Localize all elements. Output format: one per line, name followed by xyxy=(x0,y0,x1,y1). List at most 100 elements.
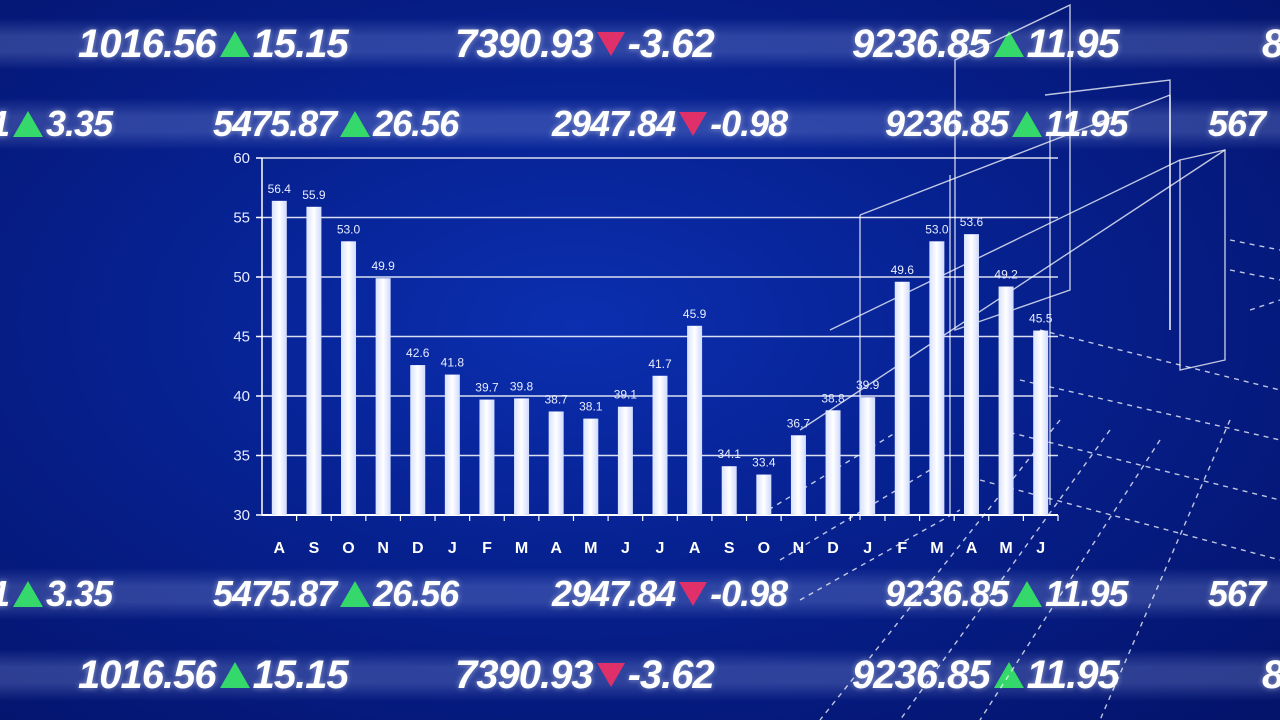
up-arrow-icon xyxy=(993,662,1024,688)
bar-value-label: 33.4 xyxy=(752,456,776,470)
x-tick-label: M xyxy=(999,540,1012,557)
bar-value-label: 34.1 xyxy=(718,447,742,461)
bar-value-label: 53.0 xyxy=(337,222,361,236)
y-tick-label: 35 xyxy=(233,448,250,465)
bar xyxy=(271,200,287,515)
bar-value-label: 39.1 xyxy=(614,388,638,402)
ticker-price: 7390.93 xyxy=(455,652,594,697)
ticker-change: -3.62 xyxy=(627,21,715,66)
ticker-change: 3.35 xyxy=(46,103,113,144)
x-tick-label: J xyxy=(448,540,457,557)
x-tick-label: A xyxy=(274,540,286,557)
ticker-price: 8 xyxy=(1262,653,1280,698)
bar-value-label: 41.8 xyxy=(441,356,465,370)
ticker-quote: 8 xyxy=(1262,649,1280,701)
x-tick-label: S xyxy=(724,540,735,557)
down-arrow-icon xyxy=(596,663,625,687)
x-tick-label: J xyxy=(863,540,872,557)
ticker-quote: 2947.84 -0.98 xyxy=(552,568,788,620)
bar xyxy=(756,474,772,515)
up-arrow-icon xyxy=(1012,581,1043,607)
bar xyxy=(444,374,460,515)
perspective-grid-decoration xyxy=(759,3,1280,720)
ticker-price: 9236.85 xyxy=(852,21,991,66)
bar-value-label: 38.1 xyxy=(579,400,603,414)
ticker-price: 8 xyxy=(1262,22,1280,67)
ticker-price: 2947.84 xyxy=(552,103,676,144)
ticker-change: 3.35 xyxy=(46,573,113,614)
ticker-price: 2947.84 xyxy=(552,573,676,614)
x-tick-label: A xyxy=(689,540,701,557)
ticker-change: 15.15 xyxy=(252,21,349,66)
bar xyxy=(341,241,357,516)
ticker-quote: 8 xyxy=(1262,18,1280,70)
down-arrow-icon xyxy=(596,32,625,56)
ticker-quote: 5475.87 26.56 xyxy=(213,568,459,620)
bar-value-label: 49.2 xyxy=(994,268,1018,282)
bar-value-label: 53.0 xyxy=(925,222,949,236)
x-tick-label: D xyxy=(827,540,839,557)
bar xyxy=(306,206,322,516)
bar-value-label: 45.9 xyxy=(683,307,707,321)
bar-value-labels: 56.4 55.9 53.0 49.9 42.6 41.8 39.7 39.8 38.7 38.1… xyxy=(268,182,1053,470)
bar-value-label: 56.4 xyxy=(268,182,292,196)
ticker-quote: 567 xyxy=(1208,98,1266,150)
ticker-quote: 13.35 xyxy=(0,98,113,150)
y-tick-label: 45 xyxy=(233,329,250,346)
up-arrow-icon xyxy=(1012,111,1043,137)
ticker-quote: 13.35 xyxy=(0,568,113,620)
ticker-price: 9236.85 xyxy=(885,103,1009,144)
bar xyxy=(825,410,841,515)
ticker-change: 11.95 xyxy=(1026,652,1120,697)
bar-series xyxy=(271,200,1049,516)
bar-value-label: 41.7 xyxy=(648,357,672,371)
bar-value-label: 39.8 xyxy=(510,379,534,393)
x-tick-label: J xyxy=(621,540,630,557)
bar xyxy=(963,234,979,515)
bar xyxy=(790,435,806,515)
x-tick-label: N xyxy=(377,540,389,557)
ticker-quote: 9236.85 11.95 xyxy=(885,568,1129,620)
ticker-price: 567 xyxy=(1208,103,1266,144)
bar xyxy=(583,418,599,515)
ticker-quote: 9236.85 11.95 xyxy=(852,18,1120,70)
x-tick-label: S xyxy=(309,540,320,557)
bar xyxy=(860,397,876,515)
ticker-quote: 9236.85 11.95 xyxy=(885,98,1129,150)
y-tick-label: 50 xyxy=(233,269,250,286)
bar xyxy=(375,278,391,515)
bar xyxy=(1033,330,1049,515)
ticker-row: 1016.56 15.15 7390.93 -3.62 9236.85 11.95 8 xyxy=(0,18,1280,70)
x-tick-label: N xyxy=(793,540,805,557)
bar xyxy=(548,411,564,515)
bar-value-label: 42.6 xyxy=(406,346,430,360)
ticker-price: 9236.85 xyxy=(885,573,1009,614)
bar xyxy=(894,281,910,515)
ticker-quote: 1016.56 15.15 xyxy=(78,18,349,70)
y-tick-label: 60 xyxy=(233,150,250,167)
ticker-change: 26.56 xyxy=(373,103,459,144)
ticker-row: 1016.56 15.15 7390.93 -3.62 9236.85 11.95 8 xyxy=(0,649,1280,701)
ticker-quote: 1016.56 15.15 xyxy=(78,649,349,701)
bar xyxy=(617,406,633,515)
ticker-price: 1 xyxy=(0,103,10,145)
bar-value-label: 49.6 xyxy=(891,263,915,277)
x-tick-label: M xyxy=(515,540,528,557)
x-tick-label: O xyxy=(342,540,354,557)
ticker-price: 1016.56 xyxy=(78,652,217,697)
ticker-quote: 9236.85 11.95 xyxy=(852,649,1120,701)
y-tick-label: 30 xyxy=(233,507,250,524)
bar xyxy=(479,399,495,515)
x-tick-label: M xyxy=(584,540,597,557)
ticker-change: -0.98 xyxy=(710,573,788,614)
ticker-change: 26.56 xyxy=(373,573,459,614)
ticker-quote: 567 xyxy=(1208,568,1266,620)
y-axis-tick-labels: 30 35 40 45 50 55 60 xyxy=(233,150,250,524)
bar xyxy=(514,398,530,515)
bar-value-label: 38.7 xyxy=(544,392,568,406)
ticker-price: 7390.93 xyxy=(455,21,594,66)
bar-value-label: 39.7 xyxy=(475,381,499,395)
